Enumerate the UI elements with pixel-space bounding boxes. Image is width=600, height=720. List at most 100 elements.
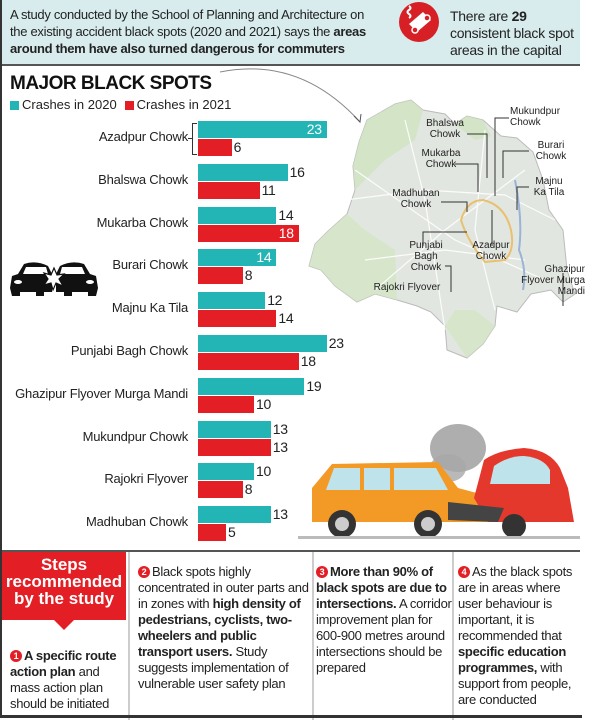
bar-2021 <box>198 267 243 285</box>
bar-chart: Azadpur Chowk 23 6 Bhalswa Chowk 16 11 Mukarba… <box>0 118 344 542</box>
bar-2021 <box>198 481 243 499</box>
category-label: Azadpur Chowk <box>98 129 188 144</box>
bar-2020 <box>198 463 254 481</box>
map-label-bhalswa: Bhalswa Chowk <box>426 118 464 140</box>
value-label: 14 <box>278 310 294 327</box>
step-1-bold: A specific route action plan <box>10 648 117 679</box>
map-label-majnu: Majnu Ka Tila <box>533 176 565 198</box>
chart-legend: Crashes in 2020 Crashes in 2021 <box>10 97 231 112</box>
step-2: 2 Black spots highly concentrated in oute… <box>138 564 310 692</box>
chart-row: Rajokri Flyover 10 8 <box>0 460 340 500</box>
step-4: 4 As the black spots are in areas where u… <box>458 564 580 708</box>
step-1-number-icon: 1 <box>10 650 22 662</box>
map-label-madhuban: Madhuban Chowk <box>392 188 440 210</box>
bar-2020 <box>198 420 271 438</box>
car-crash-badge-icon <box>399 2 439 42</box>
value-label: 8 <box>244 267 253 284</box>
car-collision-icon <box>8 258 100 298</box>
map-label-punjabi-bagh: Punjabi Bagh Chowk <box>409 240 443 273</box>
value-label: 14 <box>256 249 272 266</box>
value-label: 14 <box>278 206 294 223</box>
delhi-map: Mukundpur Chowk Bhalswa Chowk Burari Cho… <box>305 80 585 370</box>
map-label-rajokri: Rajokri Flyover <box>373 282 441 293</box>
category-label: Bhalswa Chowk <box>98 171 188 187</box>
column-divider <box>312 552 314 720</box>
intro-plain: A study conducted by the School of Plann… <box>10 7 365 39</box>
value-label: 10 <box>256 463 271 480</box>
fact-number: 29 <box>511 8 527 24</box>
intro-bold: areas around them have also turned dange… <box>10 24 366 56</box>
map-label-mukundpur: Mukundpur Chowk <box>510 106 561 128</box>
value-label: 23 <box>306 121 322 137</box>
map-label-mukarba: Mukarba Chowk <box>421 148 461 170</box>
legend-swatch-2021 <box>124 101 134 111</box>
chart-row: Burari Chowk 14 8 <box>0 246 340 286</box>
value-label: 6 <box>233 139 242 155</box>
chart-row: Bhalswa Chowk 16 11 <box>0 161 340 201</box>
category-label: Majnu Ka Tila <box>111 300 188 316</box>
value-label: 16 <box>289 163 305 180</box>
value-label: 18 <box>278 224 294 241</box>
legend-swatch-2020 <box>10 101 19 111</box>
step-3-bold: More than 90% of black spots are due to … <box>316 564 447 611</box>
step-2-bold: high density of pedestrians, cyclists, t… <box>138 596 301 659</box>
bar-2020 <box>198 506 271 524</box>
value-label: 13 <box>272 506 288 523</box>
value-label: 12 <box>267 292 283 309</box>
category-label: Punjabi Bagh Chowk <box>70 343 188 358</box>
category-label: Ghazipur Flyover Murga Mandi <box>15 385 188 401</box>
bar-2020 <box>198 206 277 224</box>
bar-2021 <box>198 524 226 542</box>
step-4-text2: with support from people, are conducted <box>458 660 572 707</box>
label-bracket-tick <box>188 138 192 139</box>
legend-2021: Crashes in 2021 <box>124 97 232 112</box>
value-label: 8 <box>244 481 253 498</box>
column-divider <box>128 552 130 720</box>
chart-row: Ghazipur Flyover Murga Mandi 19 10 <box>0 375 340 415</box>
category-label: Rajokri Flyover <box>104 471 188 487</box>
fact-prefix: There are <box>450 8 508 24</box>
value-label: 19 <box>306 377 322 394</box>
chart-row: Azadpur Chowk 23 6 <box>0 118 340 158</box>
bar-2021 <box>198 181 260 199</box>
chart-row: Mukundpur Chowk 13 13 <box>0 418 340 458</box>
step-3: 3 More than 90% of black spots are due to… <box>316 564 452 676</box>
bar-2020 <box>198 163 288 181</box>
pointer-arrow-icon <box>219 68 362 124</box>
step-2-text1: Black spots highly concentrated in outer… <box>138 564 309 611</box>
bar-2020 <box>198 292 266 310</box>
legend-2020: Crashes in 2020 <box>10 97 117 112</box>
step-4-text1: As the black spots are in areas where us… <box>458 564 573 643</box>
bar-2021 <box>198 395 254 413</box>
fact-suffix: consistent black spot areas in the capit… <box>450 25 574 58</box>
step-3-text: A corridor improvement plan for 600-900 … <box>316 596 452 675</box>
intro-text: A study conducted by the School of Plann… <box>10 6 380 57</box>
map-outline-icon <box>308 99 576 359</box>
header-banner: A study conducted by the School of Plann… <box>2 0 580 66</box>
bar-2021 <box>198 353 299 370</box>
chart-title: MAJOR BLACK SPOTS <box>10 73 212 94</box>
value-label: 18 <box>300 353 316 369</box>
bar-2020 <box>198 121 327 138</box>
bar-2021 <box>198 438 271 456</box>
chart-row: Punjabi Bagh Chowk 23 18 <box>0 332 344 372</box>
bar-2020 <box>198 377 305 395</box>
value-label: 5 <box>228 524 236 541</box>
legend-label-2021: Crashes in 2021 <box>136 97 232 112</box>
step-4-bold: specific education programmes, <box>458 644 567 675</box>
label-bracket <box>192 123 197 155</box>
bar-2020 <box>198 249 277 267</box>
bar-2021 <box>198 139 232 156</box>
value-label: 13 <box>272 438 288 455</box>
value-label: 10 <box>256 395 271 412</box>
category-label: Madhuban Chowk <box>86 514 188 530</box>
value-label: 11 <box>261 181 276 198</box>
step-2-text2: Study suggests implementation of vulnera… <box>138 644 289 691</box>
map-label-burari: Burari Chowk <box>535 140 567 162</box>
car-crash-illustration-icon <box>298 418 580 544</box>
bottom-border <box>0 715 582 718</box>
chart-row: Madhuban Chowk 13 5 <box>0 503 340 543</box>
chart-row: Mukarba Chowk 14 18 <box>0 204 340 244</box>
map-label-ghazipur: Ghazipur Flyover Murga Mandi <box>521 264 585 297</box>
